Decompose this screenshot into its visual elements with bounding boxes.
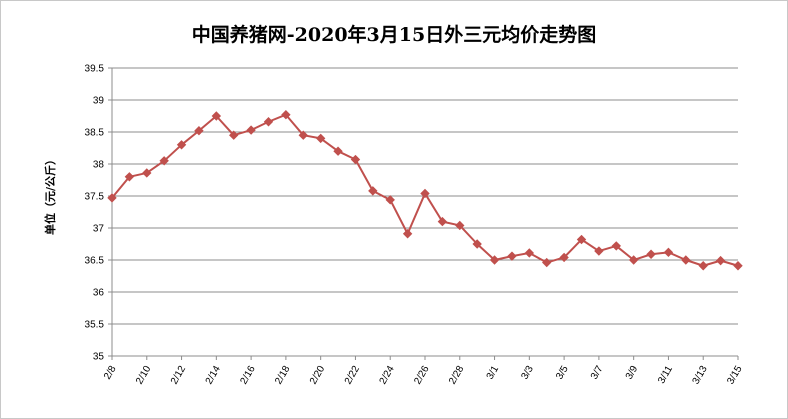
data-point bbox=[576, 234, 587, 245]
data-point bbox=[246, 125, 256, 135]
data-point bbox=[402, 229, 413, 239]
x-tick-label: 3/11 bbox=[656, 364, 675, 386]
data-point bbox=[542, 257, 552, 268]
x-tick-label: 2/14 bbox=[204, 364, 223, 387]
x-tick-label: 2/8 bbox=[102, 364, 119, 382]
x-tick-label: 2/24 bbox=[378, 364, 397, 387]
y-tick-label: 37 bbox=[93, 224, 105, 235]
data-point bbox=[489, 255, 500, 265]
x-tick-label: 3/7 bbox=[589, 364, 606, 382]
data-point bbox=[159, 156, 169, 166]
data-point bbox=[107, 193, 117, 203]
data-point bbox=[281, 110, 291, 120]
y-tick-label: 39.5 bbox=[85, 64, 105, 75]
x-tick-label: 2/10 bbox=[134, 364, 153, 387]
data-point bbox=[350, 154, 361, 165]
data-point bbox=[176, 140, 187, 150]
data-point bbox=[472, 239, 482, 249]
data-point bbox=[211, 111, 222, 121]
x-tick-label: 3/15 bbox=[725, 364, 744, 387]
x-tick-label: 3/5 bbox=[554, 364, 571, 382]
y-tick-label: 35 bbox=[93, 352, 105, 363]
data-point bbox=[368, 186, 378, 196]
data-point bbox=[437, 216, 448, 227]
data-point bbox=[142, 168, 152, 178]
x-tick-label: 2/28 bbox=[447, 364, 466, 387]
x-tick-label: 2/26 bbox=[412, 364, 431, 387]
y-tick-label: 37.5 bbox=[85, 192, 105, 203]
x-tick-label: 2/16 bbox=[238, 364, 257, 387]
y-tick-label: 36.5 bbox=[85, 256, 105, 267]
data-point bbox=[646, 249, 656, 259]
x-tick-label: 2/12 bbox=[169, 364, 188, 387]
y-tick-label: 38.5 bbox=[85, 128, 105, 139]
data-point bbox=[698, 261, 708, 271]
y-tick-label: 35.5 bbox=[85, 320, 105, 331]
data-point bbox=[315, 133, 326, 144]
data-point bbox=[733, 261, 743, 271]
data-point bbox=[229, 130, 239, 140]
data-point bbox=[333, 146, 343, 156]
x-tick-labels: 2/8 2/10 2/12 2/14 2/16 2/18 2/20 2/22 2/24 2/26 2… bbox=[102, 364, 745, 387]
data-point bbox=[628, 255, 639, 265]
x-tick-label: 3/3 bbox=[519, 364, 536, 382]
y-tick-labels: 35 35.5 36 36.5 37 37.5 38 38.5 39 39.5 bbox=[85, 64, 105, 363]
data-point bbox=[524, 248, 535, 258]
y-tick-label: 36 bbox=[93, 288, 105, 299]
data-point bbox=[194, 126, 204, 136]
data-point bbox=[715, 255, 726, 266]
series-layer bbox=[107, 110, 743, 271]
data-point bbox=[507, 251, 517, 261]
x-tick-label: 2/22 bbox=[343, 364, 362, 387]
data-point bbox=[263, 117, 274, 127]
y-tick-label: 38 bbox=[93, 160, 105, 171]
data-point bbox=[124, 172, 135, 182]
data-point bbox=[298, 130, 308, 140]
x-tick-label: 3/1 bbox=[485, 364, 502, 382]
x-tick-label: 3/13 bbox=[691, 364, 710, 387]
data-point bbox=[385, 195, 395, 205]
x-tick-label: 2/20 bbox=[308, 364, 327, 387]
chart-title: 中国养猪网-2020年3月15日外三元均价走势图 bbox=[191, 24, 597, 46]
data-point bbox=[611, 241, 621, 251]
data-point bbox=[559, 252, 569, 263]
data-point bbox=[455, 220, 465, 231]
data-point bbox=[594, 246, 604, 256]
data-point bbox=[663, 247, 674, 258]
gridlines bbox=[112, 67, 738, 357]
x-tick-label: 2/18 bbox=[273, 364, 292, 387]
axes bbox=[108, 67, 739, 360]
data-point bbox=[681, 255, 691, 265]
x-tick-label: 3/9 bbox=[624, 364, 641, 382]
data-point bbox=[420, 188, 430, 199]
y-tick-label: 39 bbox=[93, 96, 105, 107]
